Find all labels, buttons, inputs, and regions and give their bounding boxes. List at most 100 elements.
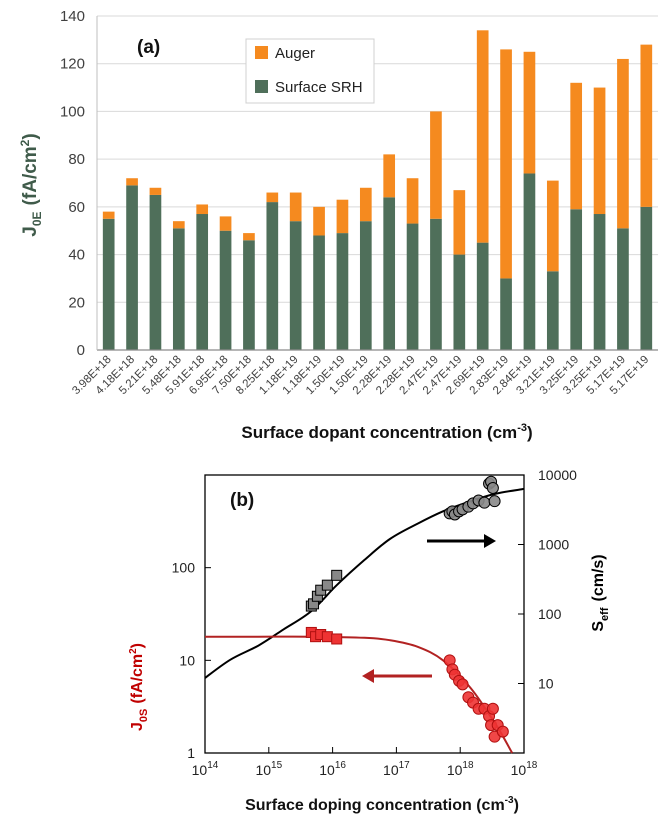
bar-segment-auger <box>266 192 279 203</box>
data-points-b <box>305 475 509 743</box>
bar-segment-auger <box>500 49 512 279</box>
bar-segment-auger <box>126 178 138 186</box>
panel-label-a: (a) <box>137 37 160 58</box>
x-ticks-b: 1014 1015 1016 1017 1018 1018 <box>192 747 538 778</box>
bar-segment-surface-srh <box>383 197 396 350</box>
y-tick-label: 140 <box>60 8 85 25</box>
fit-curve-seff <box>204 487 525 679</box>
bars-a <box>102 30 653 350</box>
bar-segment-surface-srh <box>196 214 209 350</box>
bar-segment-auger <box>476 30 489 243</box>
data-point-circle <box>456 678 469 691</box>
bar-segment-surface-srh <box>172 228 185 350</box>
bar-segment-surface-srh <box>266 202 279 350</box>
legend-label-srh: Surface SRH <box>275 79 363 96</box>
bar-segment-surface-srh <box>102 218 115 350</box>
bar-segment-surface-srh <box>243 240 255 350</box>
y-tick-label: 20 <box>68 294 85 311</box>
panel-label-b: (b) <box>230 490 254 511</box>
x-tick-label: 1017 <box>383 760 410 778</box>
bar-segment-surface-srh <box>453 254 466 350</box>
x-axis-title-a: Surface dopant concentration (cm-3) <box>241 422 532 442</box>
bar-segment-surface-srh <box>406 223 419 350</box>
bar-segment-surface-srh <box>336 233 349 350</box>
bar-segment-auger <box>149 187 162 195</box>
x-tick-label: 1018 <box>511 760 538 778</box>
bar-segment-surface-srh <box>219 230 232 350</box>
y-tick-label: 120 <box>60 56 85 73</box>
left-tick-label: 10 <box>179 652 195 668</box>
bar-segment-auger <box>196 204 209 215</box>
data-point-square <box>331 569 343 581</box>
bar-segment-surface-srh <box>149 194 162 350</box>
bar-segment-auger <box>102 211 115 219</box>
bar-segment-auger <box>172 221 185 229</box>
bar-segment-auger <box>383 154 396 198</box>
panel-a: (a) J0E(fA/cm2) 0 20 40 60 80 100 120 140 3.98E… <box>18 8 658 442</box>
arrow-right-annotation <box>427 534 496 548</box>
panel-b: (b) 1014 1015 1016 1017 1018 1018 1 10 100 10 10… <box>128 467 611 814</box>
data-point-circle <box>486 702 499 715</box>
data-point-square <box>331 633 343 645</box>
data-point-circle <box>486 482 499 495</box>
x-tick-label: 1014 <box>192 760 219 778</box>
legend-swatch-srh <box>255 80 268 93</box>
bar-segment-auger <box>313 206 325 236</box>
bar-segment-surface-srh <box>570 209 583 350</box>
x-tick-label: 1016 <box>319 760 346 778</box>
data-point-circle <box>478 496 491 509</box>
left-tick-label: 100 <box>172 560 196 576</box>
y-axis-title-a: J0E(fA/cm2) <box>18 133 44 236</box>
x-categories-a: 3.98E+184.18E+185.21E+185.48E+185.91E+18… <box>70 354 651 398</box>
y-tick-label: 0 <box>77 342 85 359</box>
bar-segment-surface-srh <box>359 221 372 350</box>
bar-segment-auger <box>546 180 559 272</box>
bar-segment-auger <box>593 87 606 215</box>
bar-segment-surface-srh <box>523 173 536 350</box>
x-axis-title-b: Surface doping concentration (cm-3) <box>245 795 519 814</box>
bar-segment-auger <box>640 44 653 207</box>
y-tick-label: 60 <box>68 199 85 216</box>
y-ticks-a: 0 20 40 60 80 100 120 140 <box>60 8 85 359</box>
bar-segment-auger <box>219 216 232 231</box>
legend-label-auger: Auger <box>275 45 315 62</box>
bar-segment-surface-srh <box>546 271 559 350</box>
bar-segment-surface-srh <box>640 206 653 350</box>
bar-segment-auger <box>617 58 629 229</box>
y-tick-label: 40 <box>68 247 85 264</box>
legend-swatch-auger <box>255 46 268 59</box>
right-axis-title-b: Seff(cm/s) <box>590 554 611 631</box>
data-point-circle <box>496 725 509 738</box>
bar-segment-auger <box>336 199 349 234</box>
x-tick-label: 1015 <box>255 760 282 778</box>
bar-segment-surface-srh <box>617 228 629 350</box>
bar-segment-surface-srh <box>313 235 325 350</box>
bar-segment-auger <box>359 187 372 222</box>
left-axis-title-b: J0S(fA/cm2) <box>128 643 150 731</box>
data-point-square <box>321 579 333 591</box>
x-tick-label: 1018 <box>447 760 474 778</box>
bar-segment-auger <box>243 233 255 241</box>
bar-segment-auger <box>430 111 442 219</box>
left-tick-label: 1 <box>187 745 195 761</box>
gridlines-a <box>97 15 658 303</box>
y-tick-label: 100 <box>60 103 85 120</box>
right-tick-label: 1000 <box>538 537 569 553</box>
arrow-left-annotation <box>362 669 432 683</box>
right-tick-label: 100 <box>538 606 562 622</box>
right-tick-label: 10 <box>538 676 554 692</box>
legend-a: Auger Surface SRH <box>245 38 375 104</box>
bar-segment-surface-srh <box>126 185 138 350</box>
y-tick-label: 80 <box>68 151 85 168</box>
bar-segment-surface-srh <box>430 218 442 350</box>
data-point-square <box>321 631 333 643</box>
bar-segment-surface-srh <box>289 221 302 350</box>
bar-segment-surface-srh <box>593 214 606 350</box>
right-tick-label: 10000 <box>538 467 577 483</box>
bar-segment-auger <box>453 190 466 255</box>
bar-segment-surface-srh <box>476 242 489 350</box>
bar-segment-auger <box>406 178 419 224</box>
bar-segment-auger <box>523 51 536 174</box>
bar-segment-auger <box>289 192 302 222</box>
